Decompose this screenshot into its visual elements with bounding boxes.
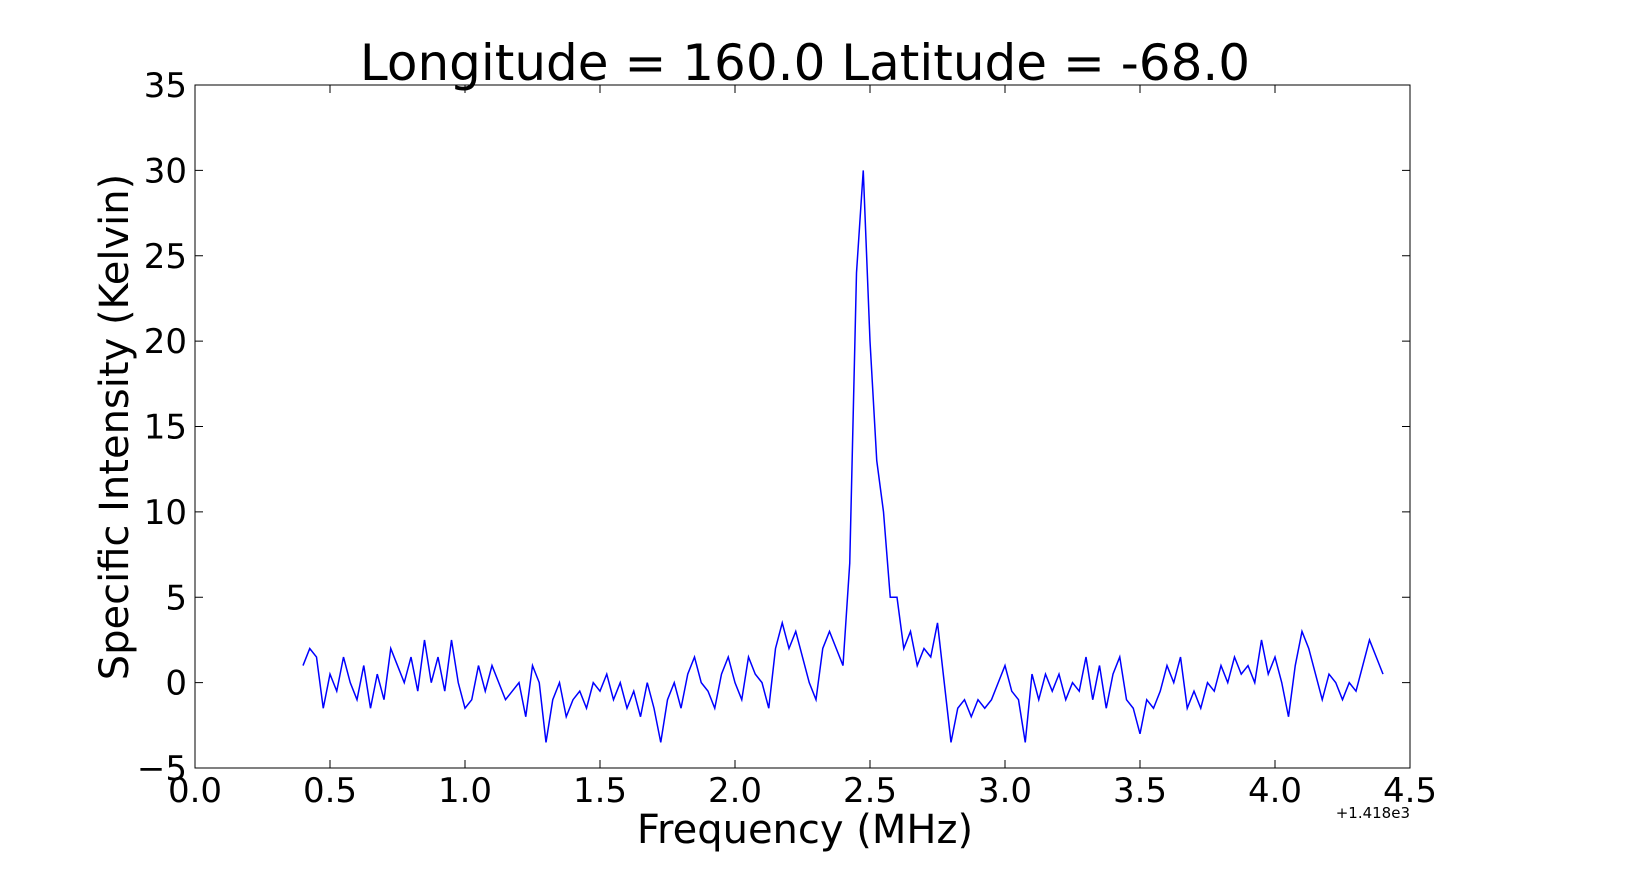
y-tick-label: 15 <box>144 408 187 448</box>
y-tick-label: 0 <box>165 664 187 704</box>
x-offset-label: +1.418e3 <box>1336 804 1410 822</box>
x-tick-label: 1.0 <box>438 771 492 811</box>
x-tick-label: 2.0 <box>708 771 762 811</box>
y-tick-label: 10 <box>144 493 187 533</box>
x-tick-label: 3.5 <box>1113 771 1167 811</box>
x-axis-label: Frequency (MHz) <box>637 807 973 853</box>
y-tick-label: 30 <box>144 151 187 191</box>
plot-frame <box>194 84 1411 769</box>
x-tick-label: 4.5 <box>1383 771 1437 811</box>
y-tick-label: −5 <box>137 749 187 789</box>
x-tick-label: 0.5 <box>303 771 357 811</box>
y-tick-label: 5 <box>165 578 187 618</box>
y-tick-label: 20 <box>144 322 187 362</box>
x-tick-label: 4.0 <box>1248 771 1302 811</box>
x-tick-label: 3.0 <box>978 771 1032 811</box>
data-line <box>302 170 1384 743</box>
x-tick-label: 2.5 <box>843 771 897 811</box>
y-tick-label: 25 <box>144 237 187 277</box>
chart-title: Longitude = 160.0 Latitude = -68.0 <box>360 34 1250 92</box>
x-tick-label: 0.0 <box>168 771 222 811</box>
x-tick-label: 1.5 <box>573 771 627 811</box>
y-tick-label: 35 <box>144 66 187 106</box>
y-axis-label: Specific Intensity (Kelvin) <box>92 174 138 681</box>
